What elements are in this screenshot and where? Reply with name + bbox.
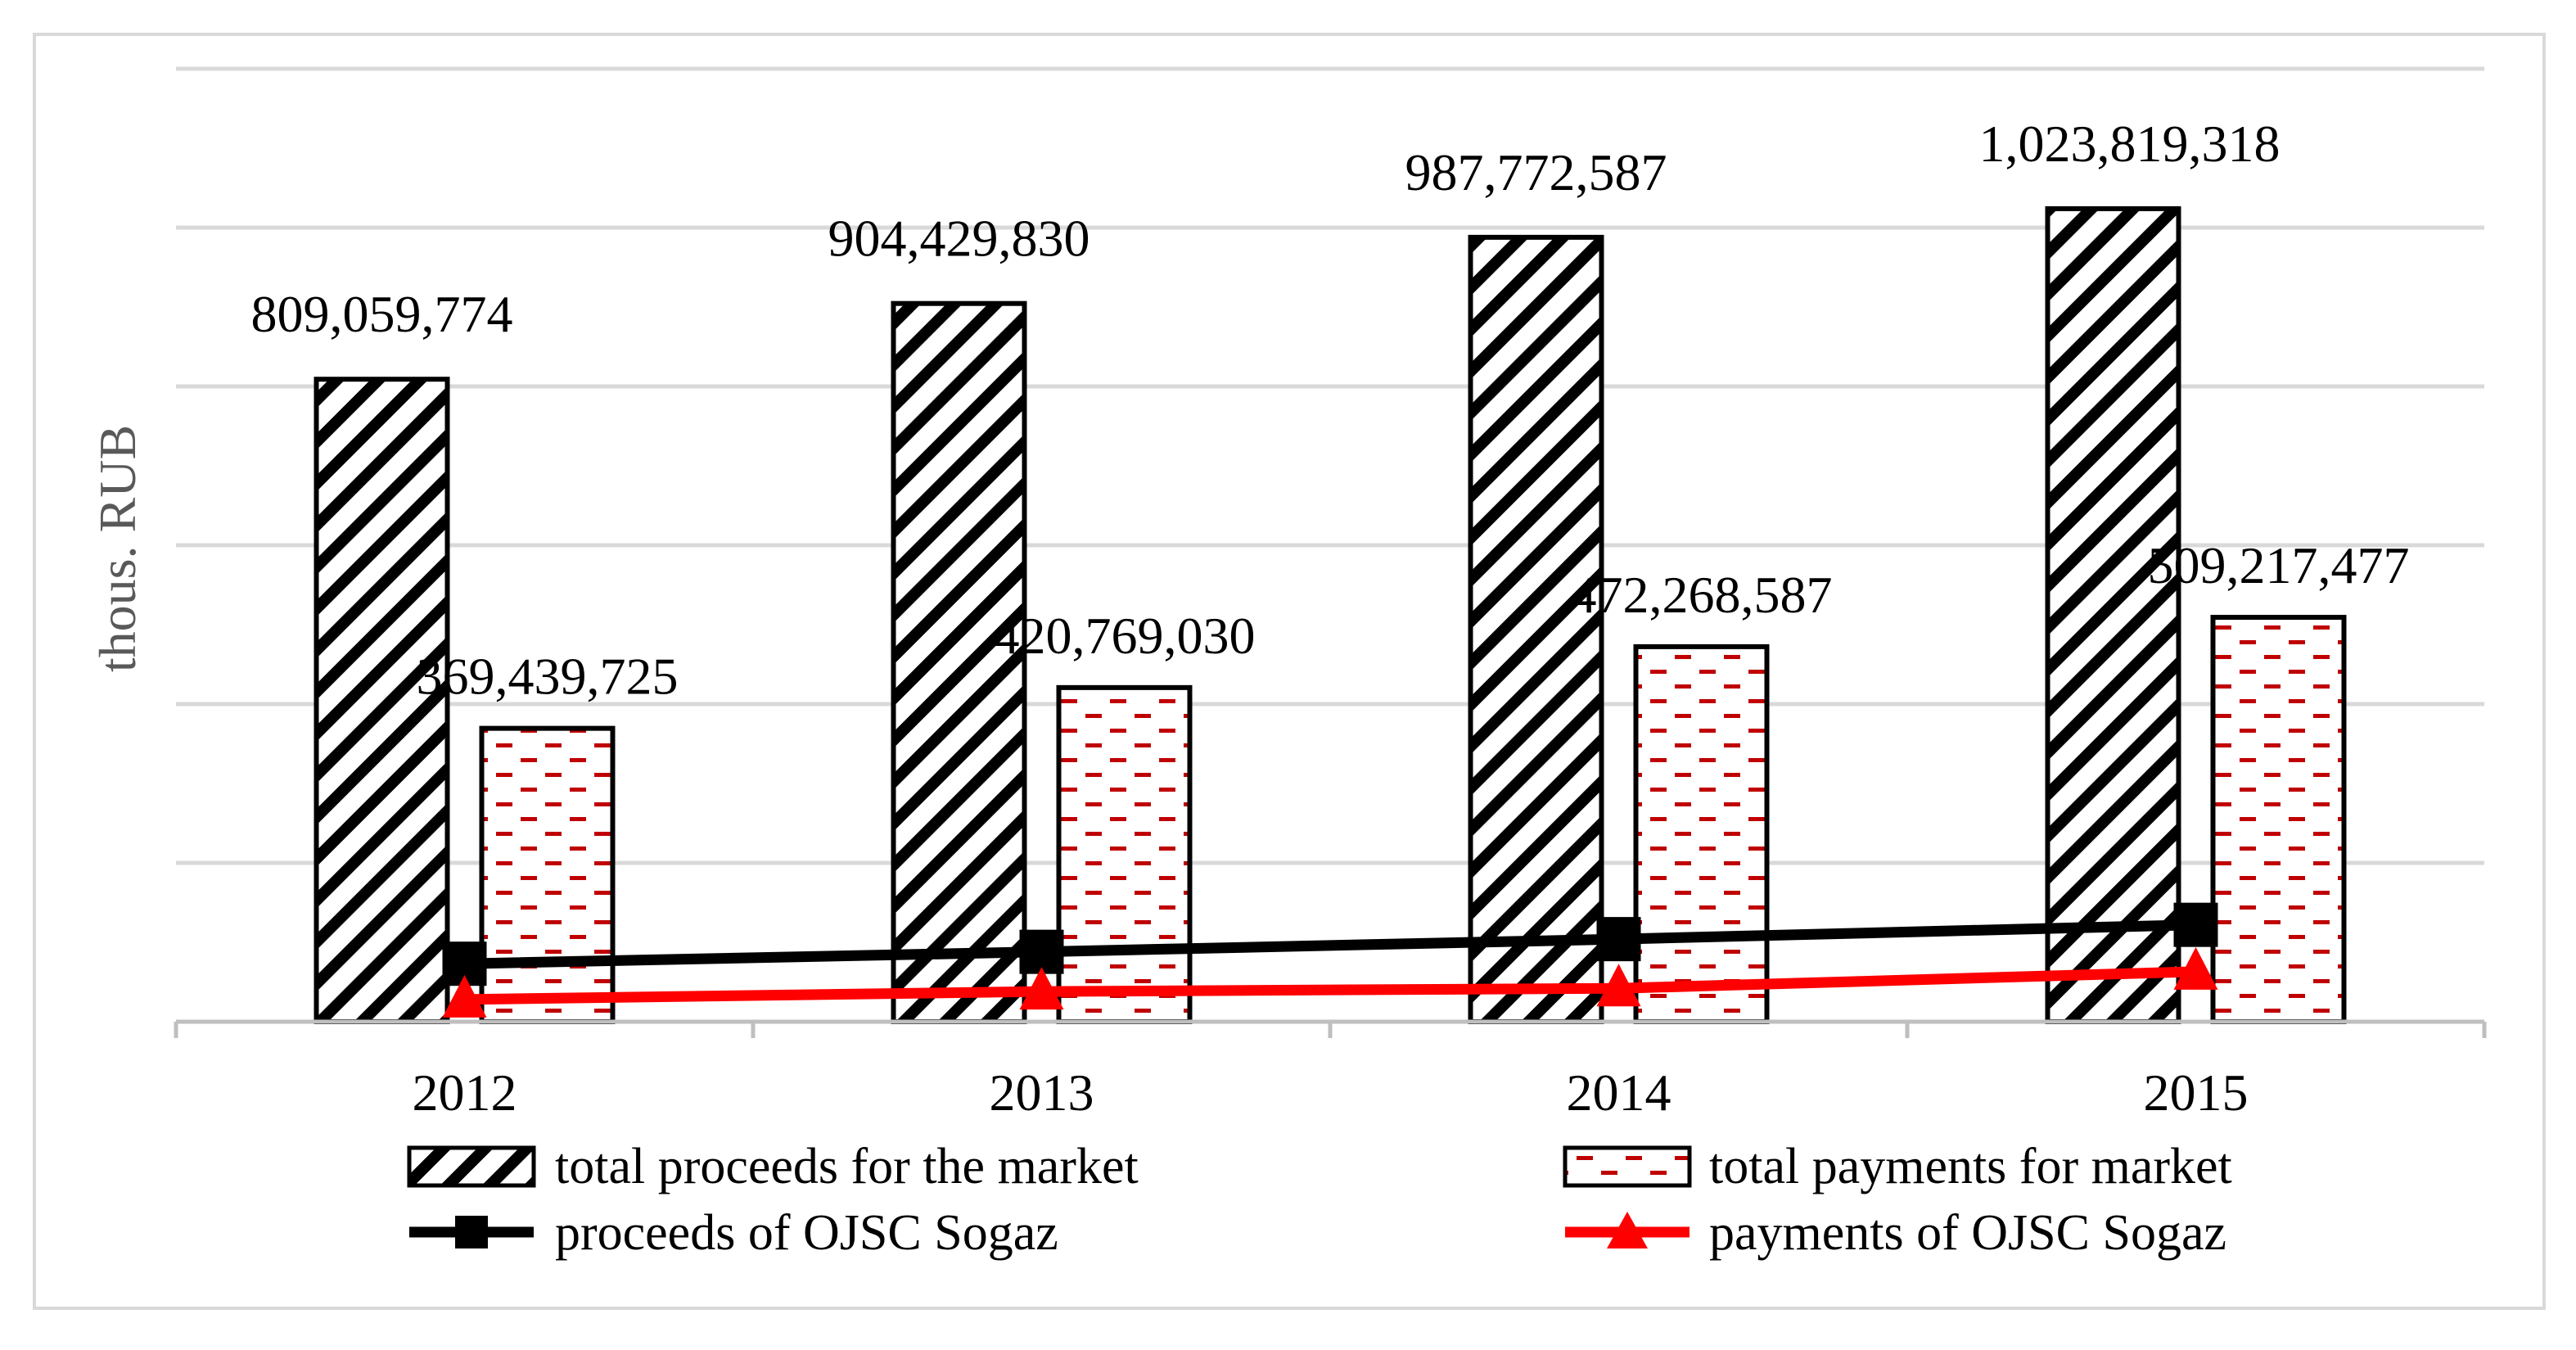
x-tick-label: 2013 [990, 1063, 1094, 1122]
bar-total-proceeds [1468, 234, 1604, 1024]
legend-item-proceeds-sogaz: proceeds of OJSC Sogaz [409, 1205, 1058, 1261]
legend-swatch-total-payments [1563, 1145, 1692, 1188]
bar-total-proceeds [891, 300, 1027, 1024]
marker-proceeds-sogaz [2173, 902, 2218, 947]
legend: total proceeds for the market total paym… [407, 1139, 2232, 1261]
legend-item-total-payments: total payments for market [1563, 1139, 2232, 1194]
legend-marker-payments-sogaz [1607, 1212, 1648, 1248]
data-label-total-proceeds: 904,429,830 [828, 210, 1090, 268]
bar-total-payments [1633, 643, 1770, 1024]
data-labels: 809,059,774 904,429,830 987,772,587 1,023,8… [251, 115, 2410, 706]
bar-total-payments [1056, 684, 1193, 1025]
marker-proceeds-sogaz [1019, 929, 1064, 974]
lines [442, 902, 2218, 1018]
data-label-total-payments: 420,769,030 [994, 607, 1256, 665]
bar-total-payments [2210, 615, 2347, 1024]
data-label-total-payments: 509,217,477 [2148, 536, 2410, 594]
x-tick-label: 2012 [413, 1063, 517, 1122]
y-axis-title: thous. RUB [88, 425, 147, 672]
bars [314, 205, 2347, 1025]
legend-label-proceeds-sogaz: proceeds of OJSC Sogaz [555, 1205, 1058, 1261]
data-label-total-payments: 369,439,725 [417, 648, 679, 706]
legend-item-total-proceeds: total proceeds for the market [407, 1139, 1139, 1194]
bar-total-payments [479, 725, 616, 1025]
marker-payments-sogaz [1019, 967, 1064, 1010]
bar-total-proceeds [2045, 205, 2181, 1024]
marker-payments-sogaz [1596, 964, 1641, 1007]
legend-label-total-proceeds: total proceeds for the market [555, 1139, 1139, 1194]
data-label-total-payments: 472,268,587 [1571, 566, 1833, 624]
bar-total-proceeds [314, 377, 450, 1024]
data-label-total-proceeds: 1,023,819,318 [1979, 115, 2281, 173]
legend-item-payments-sogaz: payments of OJSC Sogaz [1565, 1205, 2226, 1261]
marker-proceeds-sogaz [1596, 917, 1641, 962]
line-proceeds-sogaz [464, 919, 2196, 969]
legend-swatch-total-proceeds [407, 1145, 536, 1188]
marker-payments-sogaz [442, 974, 487, 1018]
data-label-total-proceeds: 987,772,587 [1405, 143, 1667, 201]
legend-label-total-payments: total payments for market [1709, 1139, 2232, 1194]
line-payments-sogaz [464, 966, 2196, 1005]
x-axis: 2012 2013 2014 2015 [174, 1019, 2487, 1122]
legend-marker-proceeds-sogaz [455, 1216, 488, 1248]
x-tick-label: 2015 [2144, 1063, 2249, 1122]
legend-label-payments-sogaz: payments of OJSC Sogaz [1709, 1205, 2226, 1261]
marker-payments-sogaz [2173, 946, 2218, 990]
x-tick-label: 2014 [1567, 1063, 1671, 1122]
data-label-total-proceeds: 809,059,774 [251, 285, 513, 343]
